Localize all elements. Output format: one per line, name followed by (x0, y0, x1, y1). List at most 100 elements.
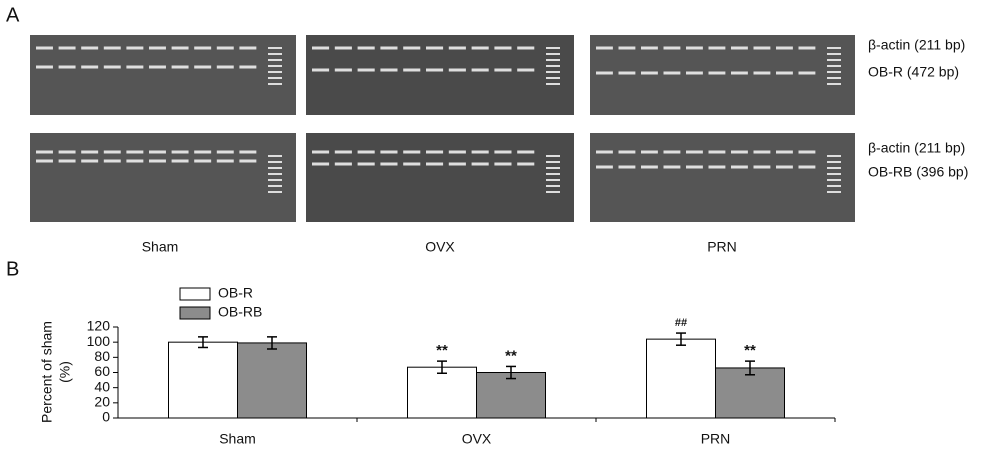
gel-band (798, 150, 816, 154)
gel-band (126, 159, 144, 163)
legend-label: OB-R (218, 285, 253, 301)
gel-band (36, 150, 53, 154)
ladder-band (827, 47, 841, 49)
gel-band (334, 68, 352, 72)
gel-band (618, 165, 636, 169)
gel-band (312, 46, 330, 50)
gel-band (776, 71, 793, 75)
gel-band (686, 165, 703, 169)
gel-band (663, 71, 681, 75)
gel-band (708, 165, 726, 169)
bar (168, 341, 238, 419)
gel (306, 133, 574, 222)
gel-band (194, 150, 212, 154)
gel-band (312, 162, 330, 166)
gel-band (171, 150, 189, 154)
ladder-band (268, 53, 282, 55)
gel-band (36, 159, 53, 163)
gel-band (776, 165, 793, 169)
gel-band (731, 150, 748, 154)
gel-band (58, 46, 76, 50)
gel-band (357, 68, 375, 72)
y-axis-title-line: Percent of sham (39, 321, 55, 423)
gel-band (776, 46, 793, 50)
ladder-band (268, 161, 282, 163)
gel-band (380, 162, 398, 166)
gel-band (403, 68, 421, 72)
bar (646, 338, 716, 419)
gel-band (494, 150, 512, 154)
error-bar (506, 365, 516, 380)
ladder-band (827, 185, 841, 187)
legend-swatch (179, 287, 211, 301)
gel-band (380, 150, 398, 154)
ladder-band (546, 173, 560, 175)
ladder-band (827, 155, 841, 157)
group-label: PRN (707, 239, 737, 255)
ladder-band (827, 161, 841, 163)
gel-band (216, 150, 234, 154)
significance-mark: ** (436, 342, 448, 359)
band-label: OB-R (472 bp) (868, 64, 959, 80)
ladder-band (268, 71, 282, 73)
ladder-band (827, 167, 841, 169)
gel-band (36, 65, 53, 69)
ladder-band (268, 185, 282, 187)
ladder-band (546, 53, 560, 55)
gel-band (239, 65, 257, 69)
ladder-band (827, 179, 841, 181)
gel-band (426, 150, 444, 154)
gel-band (663, 165, 681, 169)
gel-band (81, 65, 99, 69)
ladder-band (827, 59, 841, 61)
gel-band (58, 150, 76, 154)
gel-band (731, 165, 748, 169)
ladder-band (546, 179, 560, 181)
gel-band (334, 46, 352, 50)
bar (476, 372, 546, 419)
gel-band (753, 71, 771, 75)
gel-band (641, 46, 658, 50)
legend-swatch (179, 306, 211, 320)
gel-band (171, 65, 189, 69)
y-tick-label: 0 (102, 409, 110, 425)
gel-band (448, 46, 466, 50)
y-axis-title: Percent of sham (%) (39, 321, 73, 423)
significance-mark: ## (675, 317, 687, 329)
gel-band (380, 46, 398, 50)
gel-band (596, 165, 613, 169)
gel-band (149, 46, 166, 50)
y-tick-label: 100 (87, 333, 111, 349)
gel-band (126, 65, 144, 69)
gel-band (753, 150, 771, 154)
error-bar (676, 332, 686, 346)
gel-band (103, 150, 121, 154)
gel-band (641, 150, 658, 154)
x-tick-label: Sham (219, 431, 256, 447)
gel-band (471, 162, 489, 166)
gel-band (798, 46, 816, 50)
gel-band (380, 68, 398, 72)
ladder-band (268, 167, 282, 169)
gel-band (357, 150, 375, 154)
gel-band (686, 150, 703, 154)
error-bar (437, 360, 447, 375)
ladder-band (268, 191, 282, 193)
error-bar (745, 360, 755, 376)
y-tick-label: 80 (94, 348, 110, 364)
gel-band (357, 46, 375, 50)
gel-band (103, 65, 121, 69)
ladder-band (268, 65, 282, 67)
gel-band (58, 65, 76, 69)
gel-band (194, 159, 212, 163)
x-tick-label: PRN (701, 431, 731, 447)
gel-band (448, 162, 466, 166)
gel-band (494, 162, 512, 166)
ladder-band (546, 191, 560, 193)
gel-band (471, 46, 489, 50)
ladder-band (268, 155, 282, 157)
gel-band (216, 65, 234, 69)
ladder-band (546, 47, 560, 49)
